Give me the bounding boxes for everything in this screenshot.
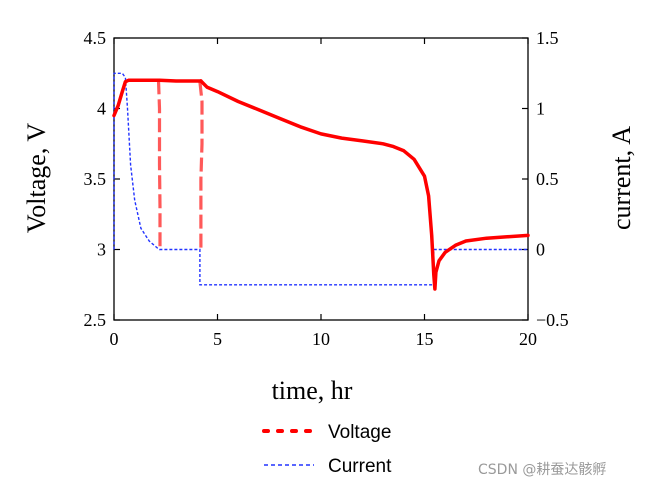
y-tick-label: 4	[97, 99, 106, 119]
series-layer	[112, 72, 530, 291]
x-tick-label: 15	[416, 329, 434, 349]
x-tick-label: 5	[213, 329, 222, 349]
x-tick-label: 20	[519, 329, 537, 349]
y-tick-label: 4.5	[84, 28, 107, 48]
y-tick-label: 2.5	[84, 310, 107, 330]
current-series-line	[113, 72, 528, 286]
y2-axis-title: current, A	[607, 126, 636, 230]
x-axis-title: time, hr	[272, 376, 353, 405]
y2-tick-label: 1	[536, 99, 545, 119]
legend-current-label: Current	[328, 456, 392, 477]
voltage-relaxation-segment	[198, 81, 204, 250]
x-tick-label: 0	[110, 329, 119, 349]
tick-marks	[113, 37, 529, 321]
y-tick-label: 3.5	[84, 169, 107, 189]
y2-tick-label: 1.5	[536, 28, 559, 48]
x-tick-label: 10	[312, 329, 330, 349]
legend-voltage-label: Voltage	[328, 422, 391, 443]
y2-tick-label: 0	[536, 240, 545, 260]
y-axis-title: Voltage, V	[22, 123, 51, 233]
legend: Voltage Current	[262, 422, 392, 477]
y2-tick-label: 0.5	[536, 169, 559, 189]
voltage-relaxation-segment	[156, 80, 162, 250]
watermark: CSDN @耕蚕达骸孵	[478, 461, 606, 478]
tick-labels: 0 5 10 15 20 2.5 3 3.5 4 4.5 −0.5 0 0.5 1 1.5	[84, 28, 569, 349]
voltage-series-line	[112, 78, 203, 118]
y-tick-label: 3	[97, 240, 106, 260]
y2-tick-label: −0.5	[536, 310, 569, 330]
voltage-series-line	[199, 79, 530, 291]
